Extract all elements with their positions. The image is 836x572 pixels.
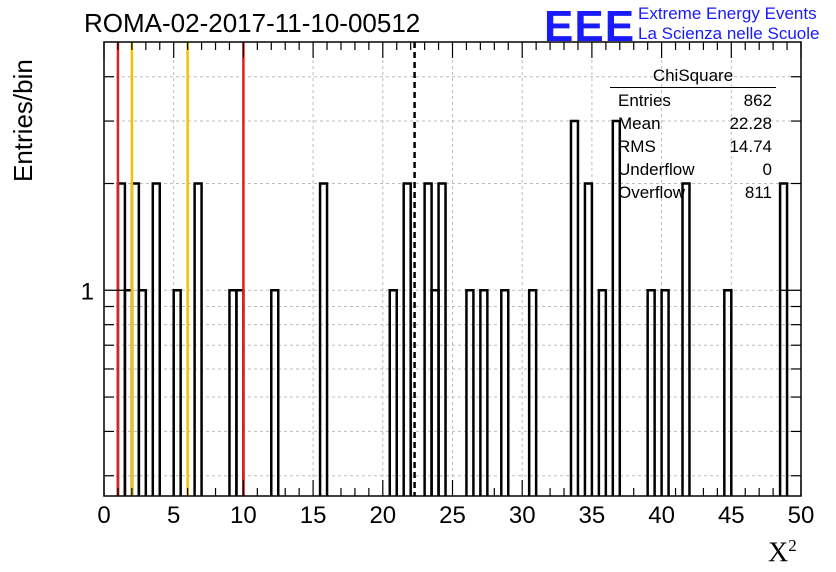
stats-label: Overflow xyxy=(618,183,686,202)
stats-value: 0 xyxy=(762,160,772,179)
stats-row-entries: Entries 862 xyxy=(610,89,776,112)
stats-row-rms: RMS 14.74 xyxy=(610,135,776,158)
stats-value: 862 xyxy=(743,91,772,110)
histogram-bar xyxy=(193,182,203,496)
stats-label: RMS xyxy=(618,137,656,156)
histogram-bar xyxy=(270,289,280,496)
stats-row-overflow: Overflow 811 xyxy=(610,181,776,204)
stats-label: Entries xyxy=(618,91,671,110)
stats-title: ChiSquare xyxy=(610,66,776,88)
histogram-bar xyxy=(569,119,580,496)
x-tick-label: 25 xyxy=(439,502,466,529)
histogram-bar xyxy=(611,119,622,496)
axes xyxy=(103,41,802,497)
histogram-bar xyxy=(597,289,608,496)
histogram-bar xyxy=(660,289,670,496)
tick-labels: 0 5 10 15 20 25 30 35 40 45 50 1 xyxy=(81,278,815,529)
histogram-bar xyxy=(646,289,656,496)
stats-box: ChiSquare Entries 862 Mean 22.28 RMS 14.… xyxy=(610,66,776,204)
stats-value: 22.28 xyxy=(729,114,772,133)
stats-value: 14.74 xyxy=(729,137,772,156)
histogram-bar xyxy=(388,289,398,496)
histogram-bar xyxy=(137,289,148,496)
histogram-bar xyxy=(172,289,182,496)
histogram-bar xyxy=(318,182,329,496)
stats-row-underflow: Underflow 0 xyxy=(610,158,776,181)
x-tick-label: 5 xyxy=(167,502,180,529)
x-tick-label: 40 xyxy=(648,502,675,529)
histogram-bar xyxy=(723,289,733,496)
histogram-bar xyxy=(527,289,538,496)
x-tick-label: 10 xyxy=(230,502,257,529)
stats-label: Underflow xyxy=(618,160,695,179)
x-tick-label: 15 xyxy=(300,502,327,529)
histogram-bar xyxy=(437,182,447,496)
histogram-bar xyxy=(681,182,691,496)
stats-row-mean: Mean 22.28 xyxy=(610,112,776,135)
x-tick-label: 0 xyxy=(97,502,110,529)
x-tick-label: 50 xyxy=(788,502,815,529)
x-tick-label: 30 xyxy=(509,502,536,529)
x-tick-label: 20 xyxy=(369,502,396,529)
histogram-bar xyxy=(402,182,412,496)
x-tick-label: 35 xyxy=(579,502,606,529)
logo-line-2: La Scienza nelle Scuole xyxy=(638,24,820,43)
x-tick-label: 45 xyxy=(718,502,745,529)
histogram-bar xyxy=(778,182,789,496)
chart-title: ROMA-02-2017-11-10-00512 xyxy=(84,8,421,38)
histogram-bar xyxy=(479,289,489,496)
histogram-bar xyxy=(583,182,594,496)
histogram-bar xyxy=(500,289,510,496)
histogram-bar xyxy=(465,289,475,496)
eee-logo-mark: EEE xyxy=(544,2,636,51)
logo-line-1: Extreme Energy Events xyxy=(638,4,817,23)
y-axis-label: Entries/bin xyxy=(8,59,38,182)
stats-label: Mean xyxy=(618,114,661,133)
reference-lines xyxy=(116,42,416,496)
stats-value: 811 xyxy=(744,183,772,202)
x-axis-label: Χ2 xyxy=(768,536,797,569)
histogram-bar xyxy=(151,182,162,496)
y-tick-label: 1 xyxy=(81,278,94,305)
